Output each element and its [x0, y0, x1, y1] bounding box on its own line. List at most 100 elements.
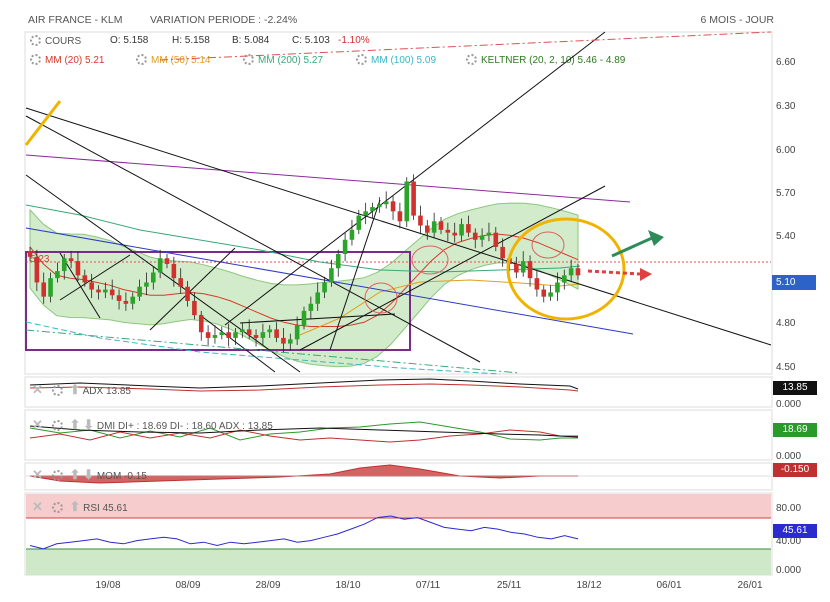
arrow-up-icon[interactable]: ⬆ — [69, 382, 81, 397]
arrow-up-icon[interactable]: ⬆ — [69, 417, 81, 432]
dmi-minus-line — [29, 429, 578, 443]
red-dashdot-line — [159, 31, 772, 61]
dmi-panel-label[interactable]: ✕ ⬆ ⬇ DMI DI+ : 18.69 DI- : 18.60 ADX : … — [32, 417, 273, 432]
price-tick: 6.30 — [776, 101, 796, 112]
resistance-line-3 — [25, 174, 301, 373]
candle-body — [329, 268, 334, 283]
candle-body — [301, 310, 307, 326]
legend-mm20[interactable]: MM (20) 5.21 — [30, 54, 104, 66]
legend-mm100[interactable]: MM (100) 5.09 — [356, 54, 436, 66]
mom-panel-label[interactable]: ✕ ⬆ ⬇ MOM -0.15 — [32, 467, 147, 482]
x-tick: 26/01 — [737, 580, 763, 591]
cours-label: COURS — [45, 36, 82, 47]
legend-keltner[interactable]: KELTNER (20, 2, 10) 5.46 - 4.89 — [466, 54, 625, 66]
legend-low: B: 5.084 — [232, 35, 270, 46]
candle-body — [514, 263, 519, 273]
price-tick: 6.00 — [776, 145, 796, 156]
candle-body — [397, 211, 403, 222]
rsi-oversold-zone — [26, 549, 771, 575]
arrow-down-icon[interactable]: ⬇ — [83, 417, 95, 432]
candle-body — [61, 258, 67, 272]
candle-body — [41, 282, 46, 297]
candle-body — [459, 224, 464, 236]
arrow-up-icon[interactable]: ⬆ — [69, 499, 81, 514]
candles-group — [27, 174, 581, 353]
gear-icon[interactable] — [30, 35, 41, 46]
candle-body — [219, 332, 225, 336]
candle-body — [370, 207, 375, 212]
candle-body — [472, 232, 478, 240]
candle-body — [411, 181, 416, 216]
candle-body — [445, 229, 451, 233]
adx-zero-tick: 0.000 — [776, 399, 802, 410]
x-tick: 07/11 — [415, 580, 441, 591]
candle-body — [534, 278, 540, 290]
purple-trendline — [25, 154, 631, 203]
legend-mm50[interactable]: MM (50) 5.14 — [136, 54, 210, 66]
price-tick: 4.80 — [776, 318, 796, 329]
candle-body — [178, 278, 183, 287]
gear-icon[interactable] — [243, 54, 254, 65]
rsi-panel-label[interactable]: ✕ ⬆ RSI 45.61 — [32, 499, 128, 514]
gear-icon[interactable] — [136, 54, 147, 65]
candle-body — [82, 275, 88, 283]
close-icon[interactable]: ✕ — [32, 499, 43, 514]
candle-body — [541, 289, 547, 297]
candle-body — [486, 232, 492, 236]
price-tick: 5.40 — [776, 231, 796, 242]
x-tick: 18/10 — [335, 580, 361, 591]
candle-body — [288, 339, 293, 344]
green-arrow-shaft — [611, 236, 653, 258]
fan-line-8 — [59, 252, 101, 319]
candle-body — [27, 251, 33, 257]
gear-icon[interactable] — [51, 385, 63, 396]
resistance-line-2 — [25, 115, 481, 363]
period-selector[interactable]: 6 MOIS - JOUR — [700, 14, 774, 26]
consolidation-box[interactable] — [25, 251, 411, 351]
candle-body — [109, 289, 115, 296]
x-tick: 18/12 — [576, 580, 602, 591]
mom-value-badge: -0.150 — [773, 463, 817, 477]
price-tick: 5.70 — [776, 188, 796, 199]
candle-body — [418, 215, 423, 226]
candle-body — [68, 258, 74, 262]
close-icon[interactable]: ✕ — [32, 417, 43, 432]
arrow-down-icon[interactable]: ⬇ — [83, 467, 95, 482]
period-variation: VARIATION PERIODE : -2.24% — [150, 14, 298, 26]
candle-body — [308, 303, 314, 311]
gear-icon[interactable] — [51, 470, 63, 481]
dmi-value-badge: 18.69 — [773, 423, 817, 437]
candle-body — [562, 275, 567, 283]
adx-line — [29, 378, 579, 390]
dmi-adx-line — [29, 425, 579, 438]
candle-body — [198, 315, 204, 333]
long-resistance-line — [25, 107, 772, 346]
arrow-up-icon[interactable]: ⬆ — [69, 467, 81, 482]
fan-line-7 — [329, 199, 381, 351]
gear-icon[interactable] — [30, 54, 41, 65]
candle-body — [363, 211, 368, 216]
adx-panel-label[interactable]: ✕ ⬆ ADX 13.85 — [32, 382, 131, 397]
candle-body — [520, 261, 526, 273]
rsi-overbought-zone — [26, 494, 771, 518]
gear-icon[interactable] — [466, 54, 477, 65]
candle-body — [55, 271, 60, 279]
close-icon[interactable]: ✕ — [32, 467, 43, 482]
gear-icon[interactable] — [51, 502, 63, 513]
yellow-highlight-circle[interactable] — [506, 217, 626, 321]
fan-line-5 — [59, 254, 131, 301]
candle-body — [151, 272, 156, 283]
x-tick: 19/08 — [95, 580, 121, 591]
rsi-tick: 80.00 — [776, 503, 802, 514]
legend-change: -1.10% — [338, 35, 370, 46]
close-icon[interactable]: ✕ — [32, 382, 43, 397]
candle-body — [75, 261, 81, 276]
candle-body — [377, 204, 382, 208]
candle-body — [568, 268, 574, 276]
gear-icon[interactable] — [51, 420, 63, 431]
gear-icon[interactable] — [356, 54, 367, 65]
legend-cours[interactable]: COURS — [30, 35, 81, 47]
legend-mm200[interactable]: MM (200) 5.27 — [243, 54, 323, 66]
candle-body — [233, 332, 238, 338]
